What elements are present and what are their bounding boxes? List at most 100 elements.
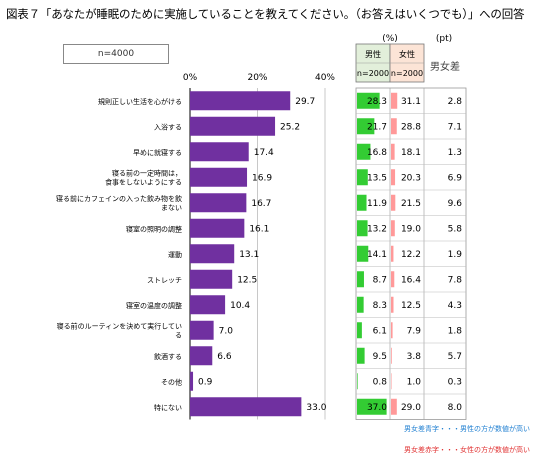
category-label: 寝る前のルーティンを決めて実行してい [57,321,182,330]
female-mini-bar [391,220,395,237]
bar-value-label: 17.4 [254,148,274,158]
unit-percent: (%) [382,34,398,44]
male-mini-bar [357,322,362,339]
diff-value: 4.3 [448,301,462,311]
diff-value: 9.6 [448,199,463,209]
sample-size-box: n=4000 [63,44,169,64]
diff-value: 6.9 [448,173,463,183]
category-label-cont: まない [161,204,182,212]
bar [190,295,226,315]
category-label: 規則正しい生活を心がける [98,97,182,106]
unit-pt: (pt) [436,34,452,44]
bar [190,142,249,162]
diff-value: 1.3 [448,148,462,158]
bar [190,218,245,238]
female-mini-bar [391,143,395,160]
diff-value: 1.9 [448,250,463,260]
bar-value-label: 33.0 [306,403,326,413]
female-value: 19.0 [401,224,421,234]
bar [190,91,291,111]
bar [190,244,235,264]
male-mini-bar [357,296,364,313]
diff-value: 1.8 [448,326,463,336]
bar [190,397,302,417]
male-value: 13.2 [367,224,387,234]
category-label: ストレッチ [147,276,182,284]
female-mini-bar [391,373,392,390]
bar-value-label: 16.7 [251,199,271,209]
male-value: 21.7 [367,122,387,132]
male-value: 37.0 [367,403,387,413]
category-label: 入浴する [154,122,182,131]
male-mini-bar [357,245,369,262]
bar-value-label: 16.1 [249,224,269,234]
female-value: 12.5 [401,301,421,311]
male-mini-bar [357,398,387,415]
chart-title: 図表７「あなたが睡眠のために実施していることを教えてください。（お答えはいくつで… [6,7,525,21]
bar-value-label: 0.9 [198,377,213,387]
category-label: 運動 [168,250,182,259]
bar [190,320,214,340]
female-value: 16.4 [401,275,421,285]
diff-value: 5.8 [448,224,463,234]
category-label: 寝室の温度の調整 [126,301,182,310]
female-mini-bar [391,118,397,135]
diff-value: 2.8 [448,97,463,107]
bar-value-label: 13.1 [239,250,259,260]
female-mini-bar [391,271,395,288]
female-value: 29.0 [401,403,421,413]
male-value: 0.8 [373,377,388,387]
female-mini-bar [391,194,396,211]
female-value: 12.2 [401,250,421,260]
male-value: 13.5 [367,173,387,183]
female-value: 1.0 [407,377,422,387]
bar-value-label: 25.2 [280,122,300,132]
female-value: 20.3 [401,173,421,183]
female-value: 18.1 [401,148,421,158]
male-mini-bar [357,92,380,109]
x-tick-label: 0% [183,73,198,83]
male-mini-bar [357,220,368,237]
category-label-cont: 食事をしないようにする [105,177,182,186]
female-value: 3.8 [407,352,422,362]
category-label: 飲酒する [154,352,182,361]
male-mini-bar [357,373,358,390]
table-frame [355,87,467,420]
category-label: その他 [161,377,182,386]
category-label: 寝る前の一定時間は， [112,168,182,177]
x-tick-label: 40% [315,73,335,83]
diff-value: 8.0 [448,403,463,413]
female-mini-bar [391,347,392,364]
female-header: 女性 [399,49,415,59]
legend-red: 男女差赤字・・・女性の方が数値が高い [404,445,530,454]
diff-header: 男女差 [430,60,460,73]
male-value: 8.7 [373,275,387,285]
male-value: 14.1 [367,250,387,260]
male-mini-bar [357,143,371,160]
female-mini-bar [391,169,396,186]
male-value: 11.9 [367,199,387,209]
female-mini-bar [391,398,397,415]
female-mini-bar [391,245,394,262]
bar [190,167,248,187]
male-mini-bar [357,271,364,288]
female-value: 21.5 [401,199,421,209]
bar [190,346,213,366]
male-mini-bar [357,347,365,364]
male-header: 男性 [365,49,381,59]
male-n: n=2000 [357,69,389,78]
male-value: 16.8 [367,148,387,158]
male-value: 28.3 [367,97,387,107]
category-label: 早めに就寝する [133,148,182,157]
category-label: 寝る前にカフェインの入った飲み物を飲 [56,194,182,203]
category-label: 特にない [154,403,182,412]
diff-value: 7.8 [448,275,463,285]
female-value: 7.9 [407,326,422,336]
bar-value-label: 10.4 [230,301,250,311]
male-value: 8.3 [373,301,387,311]
diff-value: 0.3 [448,377,462,387]
bar-value-label: 16.9 [252,173,272,183]
male-mini-bar [357,194,367,211]
female-mini-bar [391,322,393,339]
